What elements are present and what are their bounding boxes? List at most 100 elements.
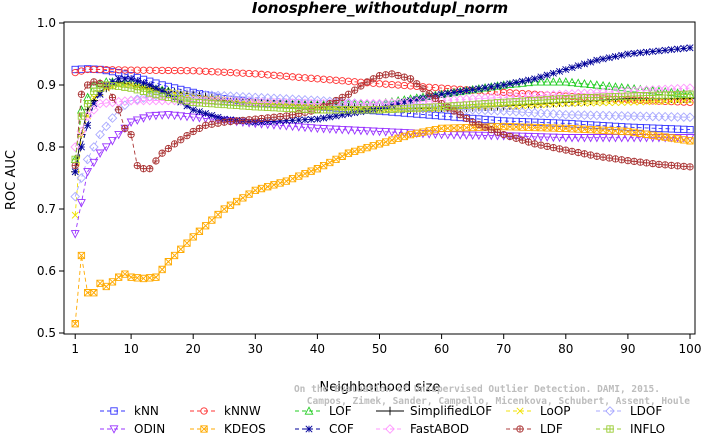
data-point-kdeos [394,134,402,142]
y-tick-label: 0.9 [37,78,56,92]
data-point-odin [350,126,360,136]
data-point-cof [512,79,520,87]
data-point-cof [587,58,595,66]
data-point-loop [618,98,626,107]
data-point-odin [139,114,148,123]
data-point-cof [301,116,309,124]
data-point-ldf [481,123,489,131]
data-point-kdeos [425,127,433,135]
data-point-odin [511,132,521,141]
data-point-ldof [70,191,81,202]
data-point-ldof [517,107,528,117]
data-point-cof [202,110,210,118]
data-point-cof [313,115,321,123]
data-point-ldof [492,105,503,116]
data-point-cof [643,48,651,56]
data-point-ldof [604,110,615,121]
data-point-cof [475,85,483,93]
data-point-ldof [312,95,323,106]
data-point-ldof [567,110,577,120]
data-point-inflo [77,112,86,120]
x-tick-label: 60 [434,342,449,356]
series-ldf [71,70,694,173]
data-point-ldof [213,90,223,101]
data-point-cof [611,52,619,60]
data-point-cof [214,113,222,121]
data-point-cof [630,49,638,57]
data-point-odin [89,158,99,168]
data-point-ldf [183,132,191,140]
data-point-ldof [523,107,534,118]
data-point-ldf [344,90,353,98]
data-point-ldf [580,150,589,158]
data-point-kdeos [77,251,86,260]
data-point-kdeos [313,165,322,173]
data-point-kdeos [146,274,154,282]
data-point-kdeos [177,245,185,253]
data-point-inflo [96,84,104,92]
series-inflo [71,81,694,164]
data-point-kdeos [189,233,197,241]
data-point-ldof [598,110,608,121]
data-point-ldof [623,111,633,121]
data-point-ldof [560,109,571,120]
data-point-inflo [71,155,79,164]
data-point-odin [70,230,80,239]
legend-item-knn: kNN [100,404,159,418]
data-point-ldf [555,145,564,153]
data-point-ldof [95,129,105,140]
data-point-lof [604,81,614,90]
legend-marker [305,425,313,433]
legend-label: LDOF [630,404,662,418]
legend-marker [605,406,615,416]
data-point-cof [338,111,346,119]
data-point-ldf [270,113,278,121]
data-point-ldof [225,91,236,101]
data-point-odin [126,118,136,127]
data-point-kdeos [282,177,290,185]
data-point-kdeos [344,149,353,157]
legend-marker [516,425,524,433]
data-point-kdeos [102,282,110,291]
data-point-ldf [189,127,197,136]
data-point-cof [146,81,154,89]
data-point-cof [140,79,148,87]
data-point-loop [655,97,663,105]
data-point-ldf [195,124,204,132]
data-point-odin [157,111,167,120]
data-point-kdeos [326,158,334,167]
legend-item-ldof: LDOF [596,404,662,418]
data-point-loop [630,98,638,106]
data-point-cof [320,114,328,122]
data-point-kdeos [251,186,259,195]
data-point-odin [145,112,155,121]
series-layer [70,44,695,328]
data-point-cof [84,121,92,129]
data-point-loop [680,97,688,105]
data-point-kdeos [301,170,309,178]
data-point-kdeos [270,181,278,189]
legend-item-loop: LoOP [506,404,571,418]
series-line-odin [74,114,690,234]
data-point-kdeos [332,155,340,164]
data-point-ldf [326,100,334,108]
data-point-kdeos [195,227,204,235]
data-point-kdeos [233,197,241,206]
data-point-cof [525,76,533,84]
data-point-cof [152,84,160,92]
data-point-ldf [239,116,247,124]
data-point-odin [108,137,117,146]
data-point-kdeos [183,239,191,247]
data-point-ldof [647,111,658,122]
data-point-ldf [369,75,377,83]
data-point-ldf [413,80,421,88]
data-point-ldof [219,91,230,101]
data-point-odin [635,134,645,143]
data-point-cof [195,108,203,116]
data-point-kdeos [363,143,371,152]
data-point-ldf [146,165,154,173]
data-point-ldf [661,161,669,169]
data-point-ldof [206,90,217,101]
data-point-ldf [400,73,408,81]
data-point-ldf [655,160,663,168]
